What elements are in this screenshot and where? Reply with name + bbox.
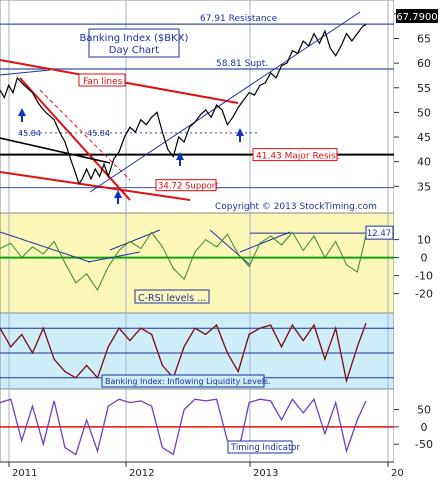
price-panel-bg (0, 0, 395, 214)
axis-strip (394, 0, 443, 480)
marker-arrow-icon (176, 152, 184, 166)
price-ytick-label: 50 (417, 106, 431, 119)
price-series-line (0, 24, 367, 186)
price-ytick-label: 35 (417, 180, 431, 193)
bottom-strip (0, 462, 443, 480)
fan-line (0, 171, 191, 201)
timing-title-box (227, 440, 293, 454)
rsi-ytick-label: -20 (415, 288, 433, 301)
support-34-label: 34.72 Support (158, 182, 219, 192)
rsi-title: C-RSI levels ... (138, 293, 206, 304)
fan-line (19, 77, 131, 201)
fan-lines-box (78, 73, 126, 87)
rsi-trend-line (109, 229, 161, 251)
x-tick-label: 2012 (129, 468, 154, 479)
price-ytick-label: 55 (417, 82, 431, 95)
trend-line (0, 137, 111, 164)
fan-line-dashed (39, 89, 131, 181)
rsi-ytick-label: 0 (421, 252, 428, 265)
rsi-trend-line (209, 229, 251, 266)
title-box (88, 28, 180, 58)
last-price-box (396, 9, 438, 23)
fan-lines-label: Fan lines (83, 77, 123, 87)
rsi-trend-line (239, 231, 291, 253)
price-ytick-label: 60 (417, 57, 431, 70)
liquidity-title-box (101, 374, 265, 388)
rsi-last-box (365, 225, 394, 240)
major-resist-box (252, 148, 338, 162)
timing-ytick-label: 50 (417, 404, 431, 417)
chart-title: Banking Index ($BKX) (80, 33, 189, 44)
dotted-level-label-b: 45.84 (87, 129, 110, 138)
timing-series-line (0, 397, 367, 456)
chart-subtitle: Day Chart (109, 45, 159, 56)
support-label: 58.81 Supt. (216, 59, 268, 69)
major-resist-label: 41.43 Major Resist (256, 152, 340, 162)
uptrend-line (89, 11, 361, 193)
x-tick-label: 2011 (12, 468, 37, 479)
rsi-trend-line (87, 251, 141, 263)
rsi-series-line (0, 231, 367, 292)
liquidity-series-line-dark (0, 323, 367, 383)
marker-arrow-icon (18, 108, 26, 122)
copyright-text: Copyright © 2013 StockTiming.com (215, 202, 377, 212)
price-ytick-label: 45 (417, 131, 431, 144)
marker-arrow-icon (236, 128, 244, 142)
resistance-label: 67.91 Resistance (200, 14, 278, 24)
marker-arrow-icon (114, 190, 122, 204)
liquidity-title: Banking Index: Inflowing Liquidity Level… (105, 377, 271, 386)
rsi-ytick-label: -10 (415, 270, 433, 283)
support-34-box (155, 179, 217, 192)
dotted-level-label-a: 45.84 (18, 129, 41, 138)
timing-title: Timing Indicator (230, 443, 300, 453)
rsi-trend-line (0, 231, 91, 263)
price-ytick-label: 40 (417, 156, 431, 169)
last-price-label: 67.7900 (396, 12, 437, 23)
price-ytick-label: 65 (417, 32, 431, 45)
rsi-last-label: 12.47 (367, 229, 391, 239)
x-tick-label: 20 (391, 468, 404, 479)
timing-ytick-label: -50 (415, 438, 433, 451)
x-tick-label: 2013 (253, 468, 278, 479)
trend-line-early (0, 69, 51, 76)
timing-ytick-label: 0 (421, 421, 428, 434)
rsi-title-box (134, 289, 210, 304)
rsi-ytick-label: 10 (417, 234, 431, 247)
